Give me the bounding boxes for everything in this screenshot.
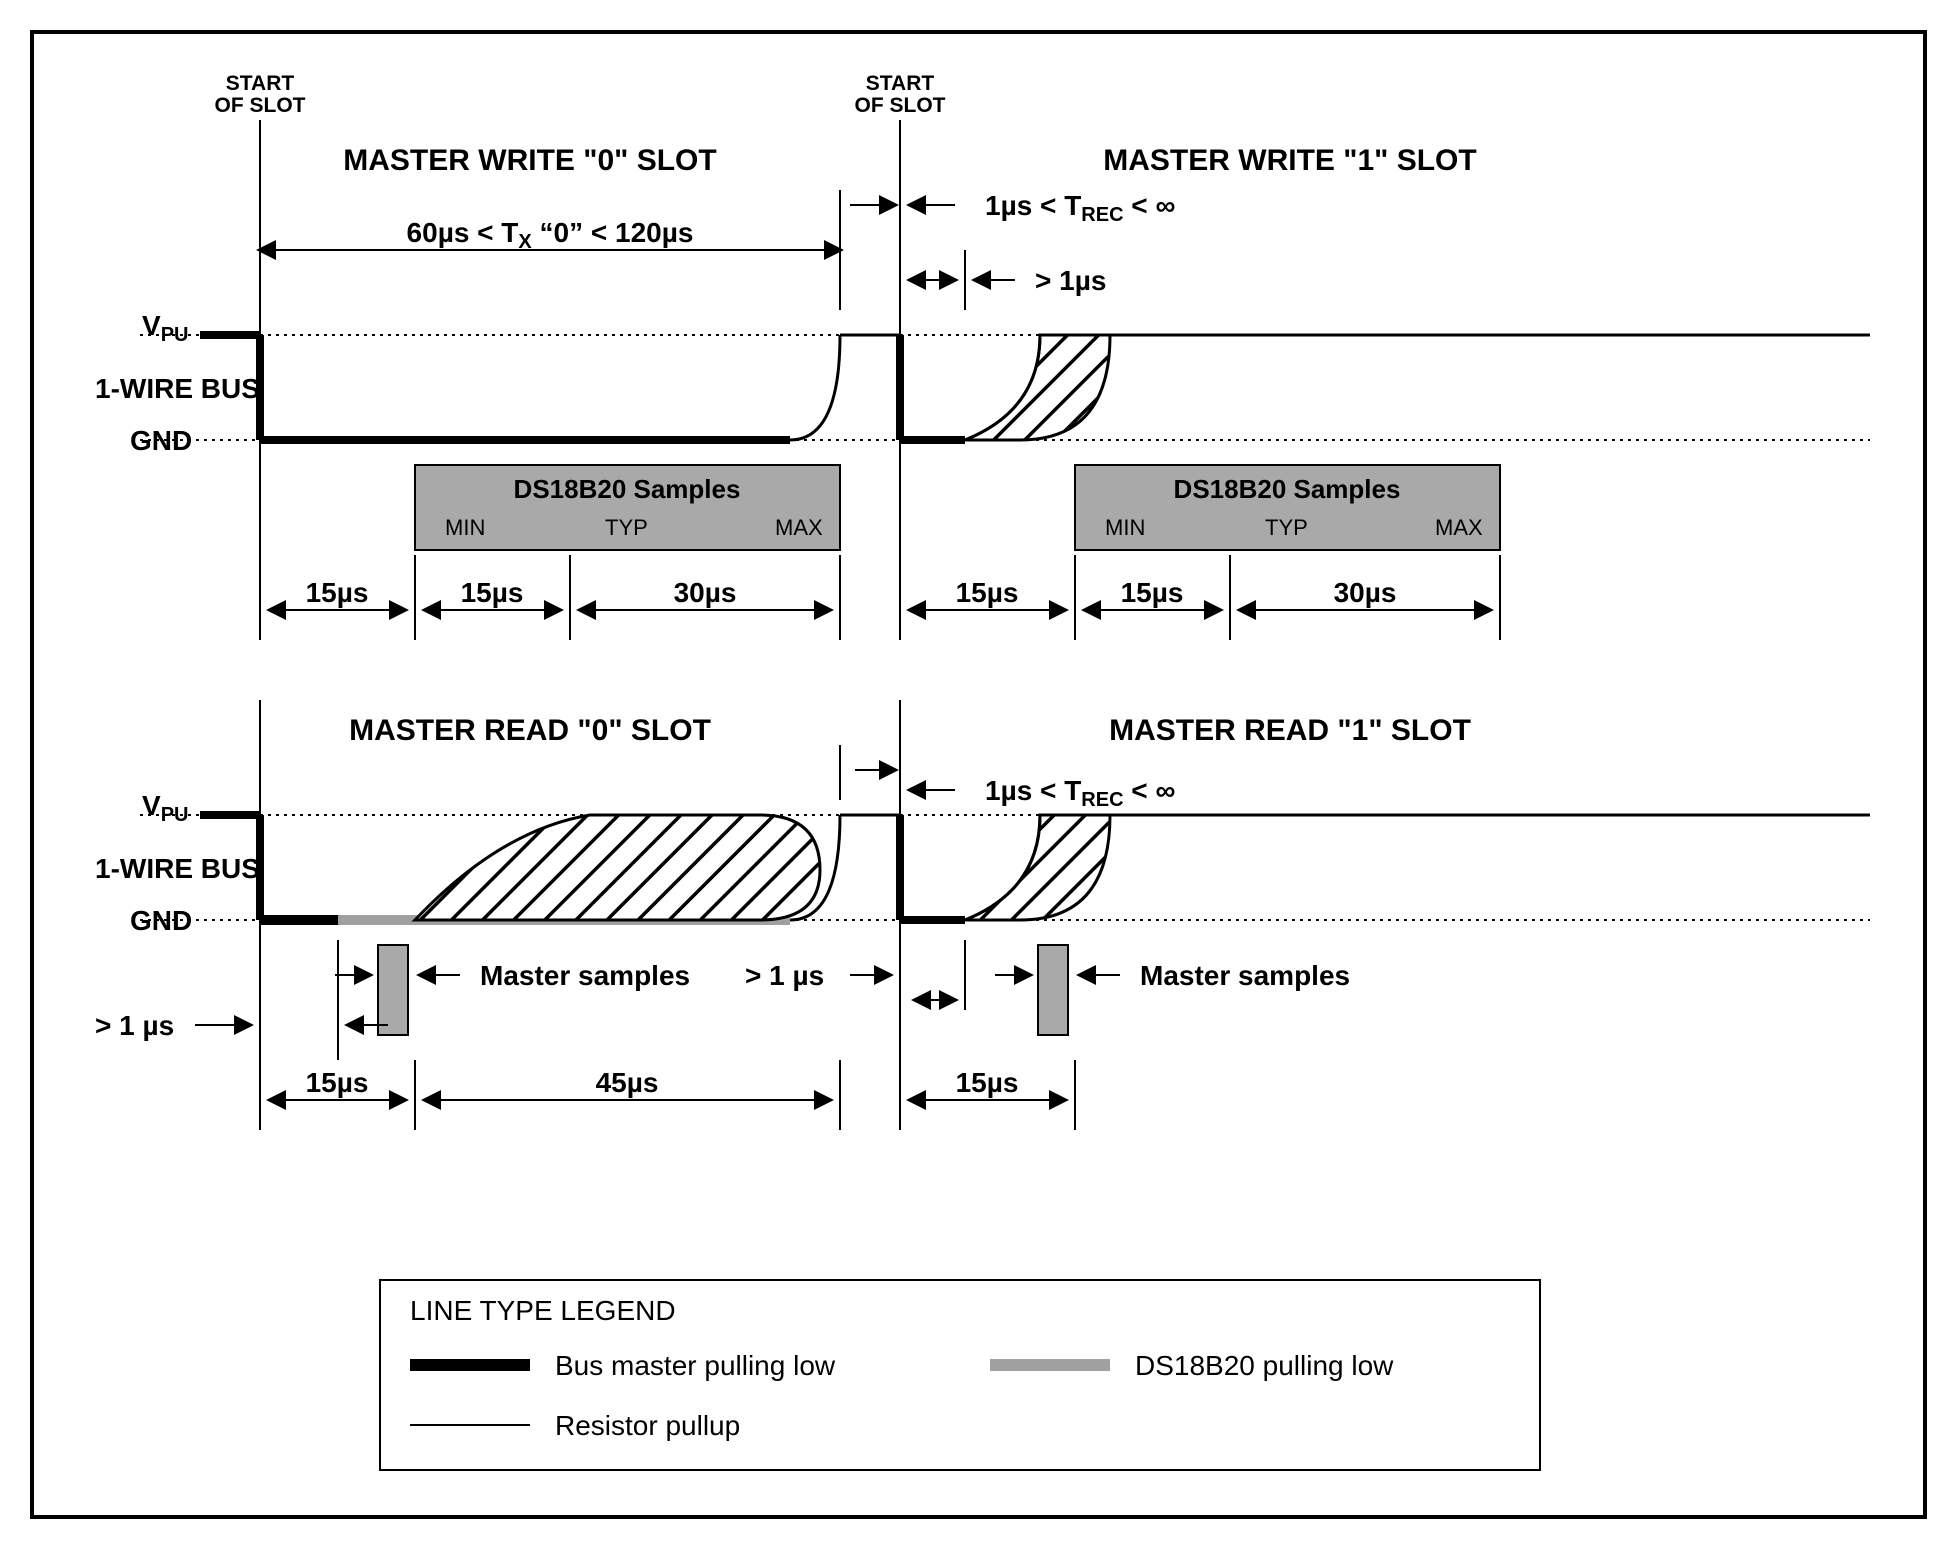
w0-d15a-lbl: 15µs <box>306 577 369 608</box>
r0-d45-lbl: 45µs <box>596 1067 659 1098</box>
legend-ds-label: DS18B20 pulling low <box>1135 1350 1394 1381</box>
read1-title: MASTER READ "1" SLOT <box>1109 714 1471 747</box>
trec-label: 1µs < TREC < ∞ <box>985 190 1175 226</box>
legend-resistor-label: Resistor pullup <box>555 1410 740 1441</box>
start-slot-1-label: STARTOF SLOT <box>215 72 306 117</box>
read0-title: MASTER READ "0" SLOT <box>349 714 711 747</box>
gnd-label-lower: GND <box>130 905 192 936</box>
w1-d30-lbl: 30µs <box>1334 577 1397 608</box>
r1-hatch <box>965 815 1110 920</box>
r0-d15-lbl: 15µs <box>306 1067 369 1098</box>
samplebox-w0-min: MIN <box>445 515 485 540</box>
samplebox-w0-title: DS18B20 Samples <box>514 474 741 504</box>
w1-hatch <box>965 335 1110 440</box>
samplebox-w1-title: DS18B20 Samples <box>1174 474 1401 504</box>
r-trec-label: 1µs < TREC < ∞ <box>985 775 1175 811</box>
w0-d15b-lbl: 15µs <box>461 577 524 608</box>
legend-master-label: Bus master pulling low <box>555 1350 836 1381</box>
timing-diagram-svg: STARTOF SLOT STARTOF SLOT MASTER WRITE "… <box>0 0 1957 1549</box>
r0-gt1us-left: > 1 µs <box>95 1010 174 1041</box>
samplebox-w1-min: MIN <box>1105 515 1145 540</box>
tx0-label: 60µs < TX “0” < 120µs <box>407 217 694 253</box>
vpu-label-lower: VPU <box>142 790 188 826</box>
vpu-label-upper: VPU <box>142 310 188 346</box>
legend-title: LINE TYPE LEGEND <box>410 1295 676 1326</box>
samplebox-w1-max: MAX <box>1435 515 1483 540</box>
start-slot-2-label: STARTOF SLOT <box>855 72 946 117</box>
ms-box-r0 <box>378 945 408 1035</box>
r1-d15-lbl: 15µs <box>956 1067 1019 1098</box>
r0-gt1us-right: > 1 µs <box>745 960 824 991</box>
write0-title: MASTER WRITE "0" SLOT <box>343 144 716 177</box>
ms-r0-label: Master samples <box>480 960 690 991</box>
r0-hatch <box>415 815 820 920</box>
ms-r1-label: Master samples <box>1140 960 1350 991</box>
ms-box-r1 <box>1038 945 1068 1035</box>
write1-1us-label: > 1µs <box>1035 265 1106 296</box>
w1-d15a-lbl: 15µs <box>956 577 1019 608</box>
samplebox-w0-max: MAX <box>775 515 823 540</box>
w1-d15b-lbl: 15µs <box>1121 577 1184 608</box>
gnd-label-upper: GND <box>130 425 192 456</box>
samplebox-w0-typ: TYP <box>605 515 648 540</box>
bus-label-lower: 1-WIRE BUS <box>95 853 260 884</box>
diagram-page: STARTOF SLOT STARTOF SLOT MASTER WRITE "… <box>0 0 1957 1549</box>
samplebox-w1-typ: TYP <box>1265 515 1308 540</box>
write1-title: MASTER WRITE "1" SLOT <box>1103 144 1476 177</box>
w0-rise <box>790 335 840 440</box>
w0-d30-lbl: 30µs <box>674 577 737 608</box>
bus-label-upper: 1-WIRE BUS <box>95 373 260 404</box>
